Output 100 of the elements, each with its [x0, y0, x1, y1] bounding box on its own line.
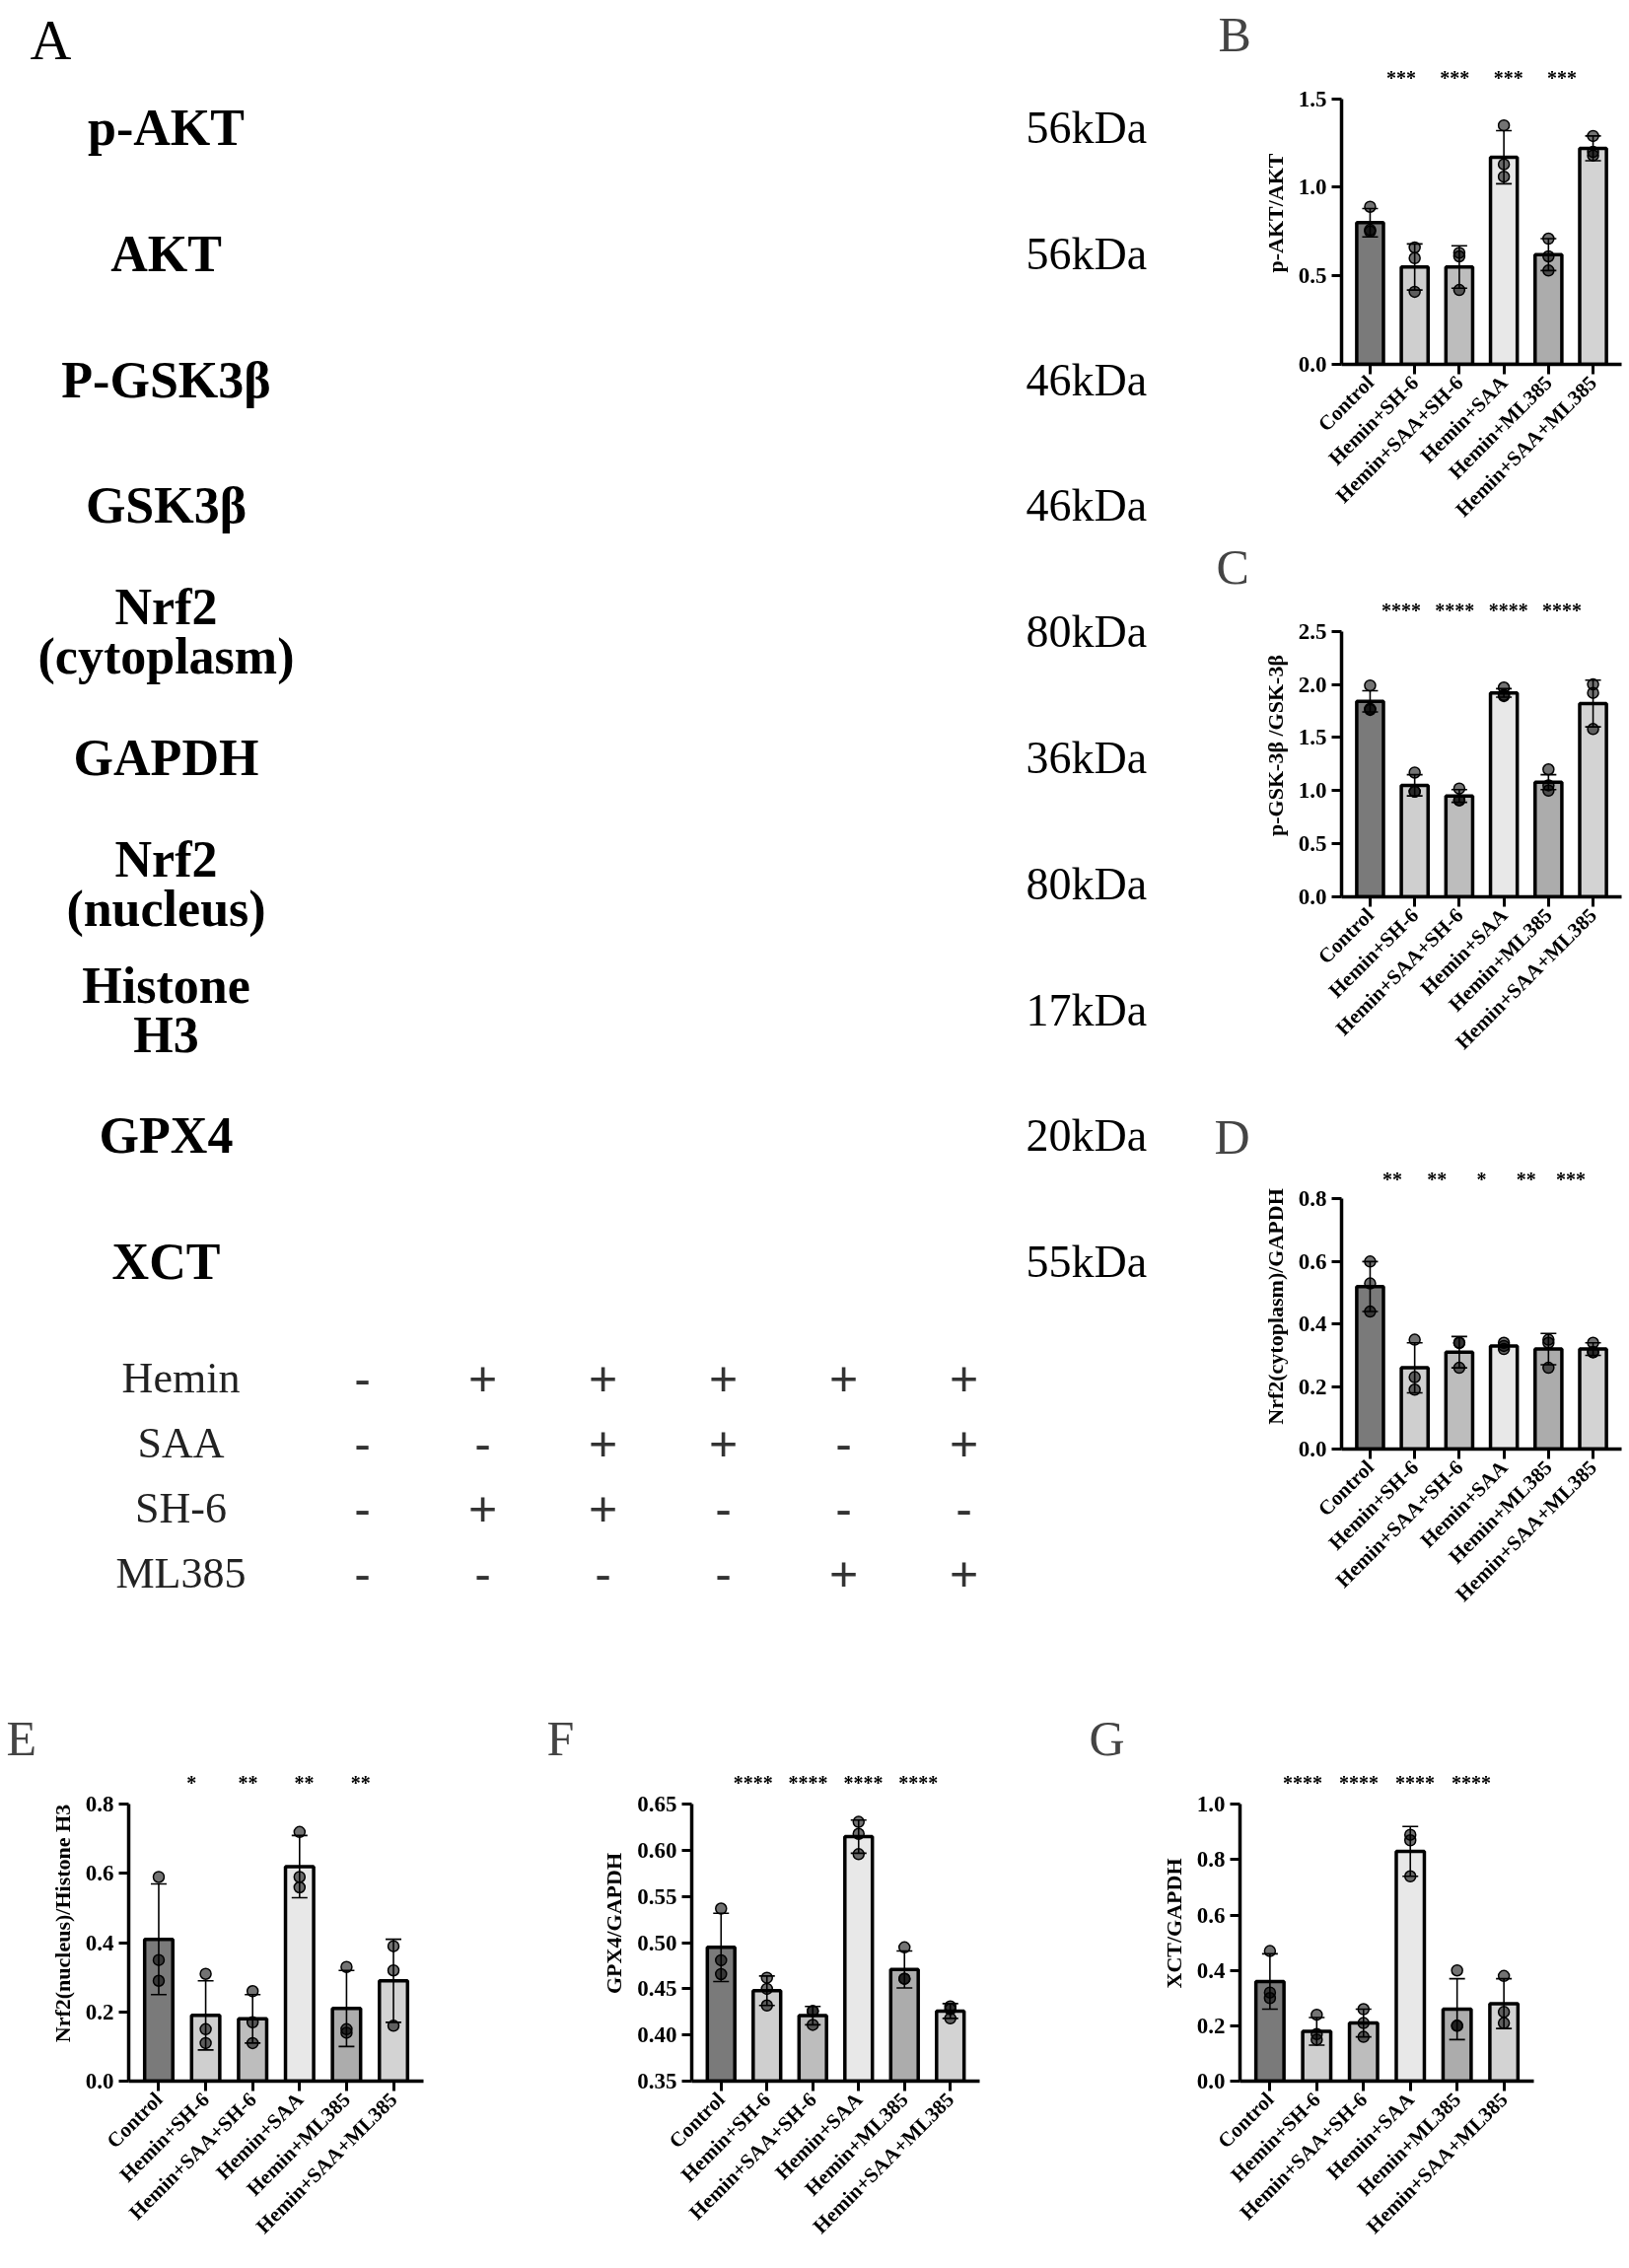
y-tick-label: 1.5: [1298, 86, 1327, 111]
text: 56kDa: [1026, 103, 1148, 153]
text: SH-6: [135, 1484, 227, 1532]
text: 17kDa: [1026, 984, 1148, 1035]
y-tick-label: 0.2: [85, 1999, 114, 2024]
text: ****: [1451, 1772, 1491, 1795]
text: Nrf2 (cytoplasm): [37, 579, 295, 686]
y-axis-title: XCT/GAPDH: [1161, 1858, 1186, 1989]
text: ***: [1386, 67, 1417, 90]
text: ***: [1493, 67, 1523, 90]
text: 55kDa: [1026, 1237, 1148, 1288]
text: -: [474, 1416, 491, 1471]
y-tick-label: 0.60: [637, 1838, 677, 1864]
text: GPX4: [99, 1107, 234, 1165]
text: **: [1427, 1169, 1448, 1191]
text: p-AKT: [88, 100, 245, 156]
text: ****: [1435, 600, 1475, 622]
text: ***: [1440, 67, 1470, 90]
text: GSK3β: [85, 477, 248, 534]
text: 56kDa: [1026, 228, 1148, 279]
text: 80kDa: [1026, 606, 1148, 658]
text: +: [467, 1351, 498, 1406]
text: ****: [733, 1772, 773, 1795]
text: +: [708, 1416, 739, 1471]
y-tick-label: 0.0: [1196, 2069, 1226, 2093]
y-tick-label: 0.35: [637, 2069, 677, 2093]
text: -: [835, 1416, 852, 1471]
text: ****: [898, 1772, 939, 1795]
text: ****: [1381, 600, 1422, 622]
text: **: [238, 1772, 258, 1795]
text: -: [715, 1546, 732, 1601]
y-axis-title: p-AKT/AKT: [1262, 153, 1288, 273]
y-tick-label: 1.0: [1298, 778, 1327, 804]
text: ****: [1339, 1772, 1380, 1795]
y-tick-label: 0.40: [637, 2022, 677, 2048]
y-tick-label: 0.6: [1196, 1902, 1226, 1928]
y-tick-label: 0.50: [637, 1930, 677, 1955]
y-tick-label: 0.8: [1196, 1847, 1226, 1873]
y-tick-label: 0.6: [1298, 1248, 1327, 1274]
text: +: [828, 1546, 859, 1601]
text: ****: [1394, 1772, 1435, 1795]
text: ***: [1555, 1169, 1586, 1191]
text: *: [1476, 1169, 1487, 1191]
text: +: [949, 1546, 979, 1601]
text: Hemin: [121, 1354, 241, 1402]
text: ****: [843, 1772, 884, 1795]
text: +: [708, 1351, 739, 1406]
text: *: [186, 1772, 197, 1795]
text: -: [354, 1351, 371, 1406]
text: ***: [1546, 67, 1577, 90]
text: ****: [1541, 600, 1582, 622]
text: 36kDa: [1026, 733, 1148, 783]
text: XCT: [111, 1234, 221, 1291]
y-tick-label: 0.2: [1298, 1374, 1327, 1399]
text: -: [595, 1546, 611, 1601]
y-tick-label: 0.2: [1196, 2013, 1226, 2038]
text: +: [949, 1416, 979, 1471]
text: **: [1382, 1169, 1403, 1191]
text: -: [956, 1481, 972, 1536]
chart-title: E: [6, 1710, 37, 1766]
text: Nrf2 (nucleus): [66, 830, 266, 938]
y-tick-label: 2.0: [1298, 672, 1327, 697]
y-tick-label: 1.0: [1298, 175, 1327, 200]
y-tick-label: 0.8: [85, 1792, 114, 1817]
y-tick-label: 1.0: [1196, 1792, 1226, 1817]
y-tick-label: 0.0: [1298, 352, 1327, 377]
y-tick-label: 0.55: [637, 1883, 677, 1909]
y-tick-label: 0.65: [637, 1792, 677, 1817]
text: **: [1516, 1169, 1536, 1191]
text: AKT: [110, 225, 222, 282]
y-axis-title: Nrf2(cytoplasm)/GAPDH: [1262, 1188, 1288, 1425]
text: Histone H3: [82, 957, 250, 1063]
text: 46kDa: [1026, 354, 1148, 405]
text: +: [828, 1351, 859, 1406]
text: 46kDa: [1026, 480, 1148, 532]
y-tick-label: 0.8: [1298, 1186, 1327, 1212]
text: ****: [788, 1772, 828, 1795]
chart-title: F: [546, 1710, 575, 1766]
text: -: [835, 1481, 852, 1536]
text: GAPDH: [73, 730, 259, 786]
text: +: [949, 1351, 979, 1406]
y-tick-label: 0.0: [1298, 885, 1327, 909]
text: ****: [1488, 600, 1528, 622]
y-tick-label: 1.5: [1298, 725, 1327, 750]
text: ML385: [115, 1549, 247, 1597]
y-tick-label: 0.4: [85, 1930, 114, 1955]
text: 20kDa: [1026, 1110, 1148, 1162]
chart-title: D: [1214, 1108, 1250, 1165]
text: +: [588, 1351, 618, 1406]
text: **: [294, 1772, 315, 1795]
y-tick-label: 0.0: [1298, 1437, 1327, 1461]
y-tick-label: 0.0: [85, 2069, 114, 2093]
y-tick-label: 0.6: [85, 1861, 114, 1886]
text: -: [474, 1546, 491, 1601]
text: +: [588, 1481, 618, 1536]
text: A: [30, 8, 72, 72]
y-tick-label: 0.5: [1298, 263, 1327, 289]
y-tick-label: 0.5: [1298, 831, 1327, 857]
text: **: [350, 1772, 371, 1795]
chart-title: G: [1089, 1710, 1125, 1766]
